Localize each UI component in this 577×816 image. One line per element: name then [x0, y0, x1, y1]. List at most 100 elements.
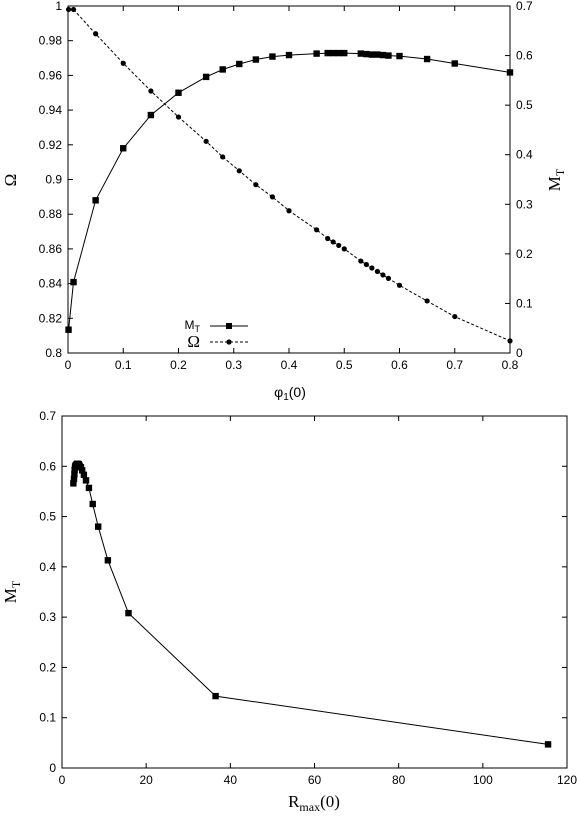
- mt-point: [70, 278, 77, 286]
- top-y2-tick-label: 0.2: [516, 247, 533, 261]
- top-x-tick-label: 0.1: [115, 358, 132, 372]
- rmax-mt-point: [85, 484, 93, 492]
- top-x-tick-label: 0.4: [281, 358, 298, 372]
- legend-entry-omega: Ω: [187, 332, 248, 351]
- mt-point: [120, 145, 127, 152]
- svg-text:MT: MT: [185, 318, 201, 334]
- mt-point: [236, 60, 243, 68]
- omega-point: [336, 242, 342, 249]
- mt-point: [313, 50, 320, 57]
- omega-point: [203, 138, 209, 144]
- mt-point: [451, 60, 458, 67]
- mt-point: [423, 55, 431, 63]
- omega-point: [120, 60, 126, 66]
- mt-point: [396, 52, 403, 60]
- top-y-tick-label: 0.94: [39, 103, 63, 117]
- bottom-y-axis-label: MT: [1, 580, 23, 603]
- bottom-y-tick-label: 0.7: [39, 409, 56, 423]
- bottom-plot-frame: [61, 415, 568, 769]
- mt-point: [363, 50, 370, 58]
- top-chart: 0 0.1 0.2 0.3 0.4 0.5 0.6 0.7 0.8 0.80.820.840.8…: [1, 0, 567, 403]
- mt-point: [341, 49, 348, 57]
- top-y2-ticks: 0 0.1 0.2 0.3 0.4 0.5 0.6 0.7: [505, 0, 533, 360]
- top-y-tick-label: 0.84: [39, 277, 63, 291]
- top-y2-tick-label: 0: [516, 346, 523, 360]
- omega-point: [148, 88, 154, 94]
- bottom-y-tick-label: 0.4: [39, 560, 56, 574]
- top-x-ticks: 0 0.1 0.2 0.3 0.4 0.5 0.6 0.7 0.8: [65, 6, 519, 372]
- legend-entry-mt: MT: [185, 318, 248, 334]
- rmax-mt-point: [104, 557, 112, 564]
- omega-point: [65, 6, 72, 13]
- top-y-tick-label: 0.92: [39, 138, 63, 152]
- omega-point: [330, 239, 336, 245]
- rmax-mt-point: [125, 609, 132, 617]
- top-y2-tick-label: 0.5: [516, 98, 533, 112]
- top-x-tick-label: 0.3: [225, 358, 242, 372]
- mt-point: [269, 53, 276, 60]
- bottom-x-tick-label: 60: [308, 773, 322, 787]
- bottom-y-tick-label: 0.2: [39, 660, 56, 674]
- mt-point: [335, 49, 342, 57]
- bottom-x-tick-label: 120: [557, 773, 577, 787]
- mt-point: [175, 89, 182, 96]
- rmax-mt-point: [89, 500, 96, 508]
- rmax-mt-point: [70, 475, 78, 483]
- rmax-mt-point: [94, 523, 102, 530]
- top-x-tick-label: 0.7: [446, 358, 463, 372]
- omega-point: [380, 272, 386, 278]
- bottom-x-ticks: 0 20 40 60 80 100 120: [59, 416, 577, 787]
- omega-point: [385, 275, 392, 281]
- omega-point: [220, 154, 226, 160]
- top-y-ticks: 0.8 0.82 0.84 0.86 0.88 0.9 0.92 0.94 0.96 0.98 1: [39, 0, 73, 360]
- bottom-x-tick-label: 80: [392, 773, 406, 787]
- rmax-mt-point: [80, 471, 88, 479]
- omega-point: [325, 235, 331, 242]
- top-y-tick-label: 1: [55, 0, 62, 13]
- bottom-y-tick-label: 0.5: [39, 510, 56, 524]
- top-y2-tick-label: 0.4: [516, 148, 533, 162]
- bottom-x-axis-label: Rmax(0): [288, 792, 340, 814]
- top-y-tick-label: 0.86: [39, 242, 63, 256]
- bottom-chart: 0 20 40 60 80 100 120 0 0.1 0.2 0.3 0.4 0.5 0.6 0.7 M…: [1, 409, 577, 814]
- top-x-tick-label: 0.8: [502, 358, 519, 372]
- bottom-x-tick-label: 100: [473, 773, 493, 787]
- top-y-tick-label: 0.88: [39, 207, 63, 221]
- top-y-axis-label: Ω: [1, 174, 20, 187]
- mt-line: [68, 52, 511, 330]
- mt-point: [285, 51, 293, 59]
- top-x-tick-label: 0.2: [170, 358, 187, 372]
- rmax-mt-point: [71, 466, 78, 474]
- top-x-tick-label: 0.6: [391, 358, 408, 372]
- omega-point: [452, 313, 458, 320]
- rmax-mt-point: [70, 480, 77, 487]
- bottom-series-mt: [70, 460, 552, 748]
- bottom-x-tick-label: 0: [59, 773, 66, 787]
- mt-point: [385, 52, 392, 59]
- mt-point: [202, 73, 210, 81]
- omega-point: [341, 246, 347, 252]
- omega-point: [175, 114, 182, 120]
- top-y-tick-label: 0.9: [45, 173, 62, 187]
- omega-point: [369, 265, 375, 271]
- bottom-y-tick-label: 0: [49, 761, 56, 775]
- bottom-y-ticks: 0 0.1 0.2 0.3 0.4 0.5 0.6 0.7: [39, 409, 567, 775]
- bottom-x-tick-label: 20: [139, 773, 153, 787]
- mt-point: [252, 56, 260, 63]
- bottom-y-tick-label: 0.3: [39, 610, 56, 624]
- omega-point: [253, 182, 259, 188]
- omega-point: [358, 258, 364, 264]
- top-series-omega: [65, 6, 513, 344]
- rmax-mt-point: [71, 471, 78, 478]
- top-y-tick-label: 0.8: [45, 346, 62, 360]
- omega-point: [93, 31, 99, 37]
- top-x-axis-label: φ1(0): [274, 384, 306, 403]
- rmax-mt-point: [82, 477, 90, 484]
- omega-point: [363, 261, 369, 268]
- mt-point: [147, 111, 155, 119]
- bottom-x-tick-label: 40: [224, 773, 238, 787]
- mt-point: [379, 51, 387, 59]
- top-y-tick-label: 0.96: [39, 68, 63, 82]
- bottom-y-tick-label: 0.1: [39, 711, 56, 725]
- omega-point: [269, 194, 276, 200]
